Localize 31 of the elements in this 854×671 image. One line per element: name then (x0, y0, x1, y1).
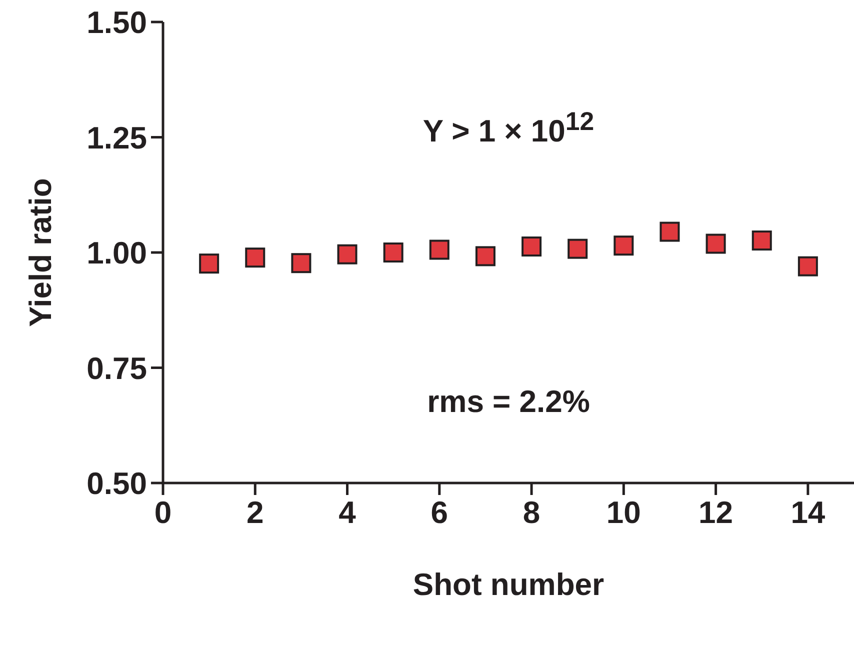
y-tick-label: 1.00 (86, 236, 147, 271)
annotation: Y > 1 × 10$^{12}$ (422, 108, 596, 150)
point (798, 256, 818, 276)
x-tick-label: 12 (698, 495, 734, 530)
y-tick-label: 0.75 (86, 350, 147, 386)
point (383, 242, 404, 262)
point (291, 253, 312, 274)
x-tick-label: 2 (246, 495, 264, 530)
x-tick-label: 4 (338, 495, 357, 530)
point (614, 236, 634, 256)
y-tick-label: 0.50 (86, 466, 147, 502)
x-tick-label: 8 (522, 495, 540, 530)
point (568, 238, 588, 259)
y-tick-label: 1.25 (86, 120, 147, 156)
annotation: rms = 2.2% (426, 384, 591, 420)
x-tick-label: 14 (790, 495, 826, 530)
point (337, 244, 358, 264)
point (199, 254, 220, 274)
point (522, 236, 542, 257)
x-tick-label: 6 (430, 495, 448, 530)
point (429, 240, 450, 260)
point (706, 234, 726, 254)
y-axis-title: Yield ratio (23, 178, 58, 327)
x-tick-label: 0 (154, 495, 172, 530)
x-tick-label: 10 (606, 495, 641, 530)
point (245, 248, 266, 268)
point (475, 246, 496, 266)
x-axis-title: Shot number (412, 567, 604, 602)
point (752, 230, 772, 251)
y-tick-label: 1.50 (86, 5, 147, 40)
point (660, 222, 680, 242)
